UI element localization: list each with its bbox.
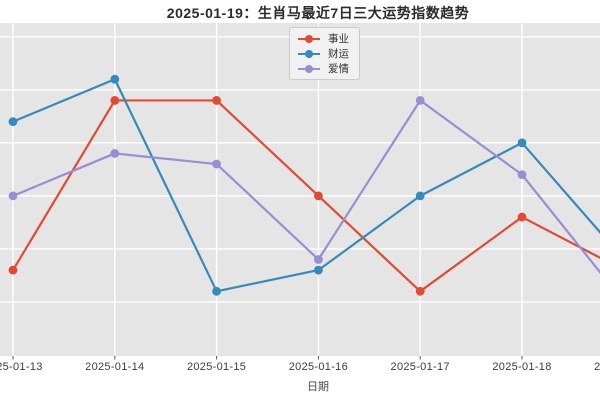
- data-point: [415, 286, 425, 296]
- data-point: [517, 138, 527, 148]
- chart-title: 2025-01-19：生肖马最近7日三大运势指数趋势: [166, 5, 470, 21]
- legend-line-marker-icon: [298, 64, 320, 73]
- data-point: [517, 170, 527, 180]
- data-point: [314, 265, 323, 275]
- data-point: [8, 265, 18, 275]
- x-tick-label: 2025-01-14: [85, 361, 145, 373]
- data-point: [517, 212, 527, 222]
- legend-item: 事业: [297, 32, 349, 45]
- data-point: [212, 286, 222, 296]
- x-tick-label: 2025-01-18: [492, 361, 552, 373]
- data-point: [415, 96, 425, 105]
- data-point: [212, 96, 222, 105]
- legend-label: 事业: [328, 33, 349, 45]
- data-point: [8, 117, 18, 127]
- data-point: [314, 191, 323, 201]
- data-point: [8, 191, 18, 201]
- data-point: [110, 96, 120, 105]
- x-tick-label: 2025-01-15: [186, 361, 247, 373]
- x-tick-label: 2025-01-13: [0, 361, 43, 373]
- legend-line-marker-icon: [298, 34, 320, 43]
- legend-label: 爱情: [328, 63, 349, 75]
- data-point: [110, 74, 120, 84]
- legend-item: 财运: [297, 47, 349, 60]
- x-axis-title: 日期: [307, 381, 329, 393]
- legend-line-marker-icon: [298, 49, 320, 58]
- x-tick-label: 2025-01-19: [594, 361, 600, 373]
- data-point: [415, 191, 425, 201]
- data-point: [110, 149, 120, 158]
- data-point: [212, 159, 222, 169]
- legend: 事业 财运 爱情: [289, 27, 360, 80]
- legend-item: 爱情: [297, 62, 349, 75]
- legend-label: 财运: [328, 48, 349, 60]
- data-point: [314, 255, 323, 264]
- x-tick-label: 2025-01-17: [390, 361, 450, 373]
- x-tick-label: 2025-01-16: [288, 361, 349, 373]
